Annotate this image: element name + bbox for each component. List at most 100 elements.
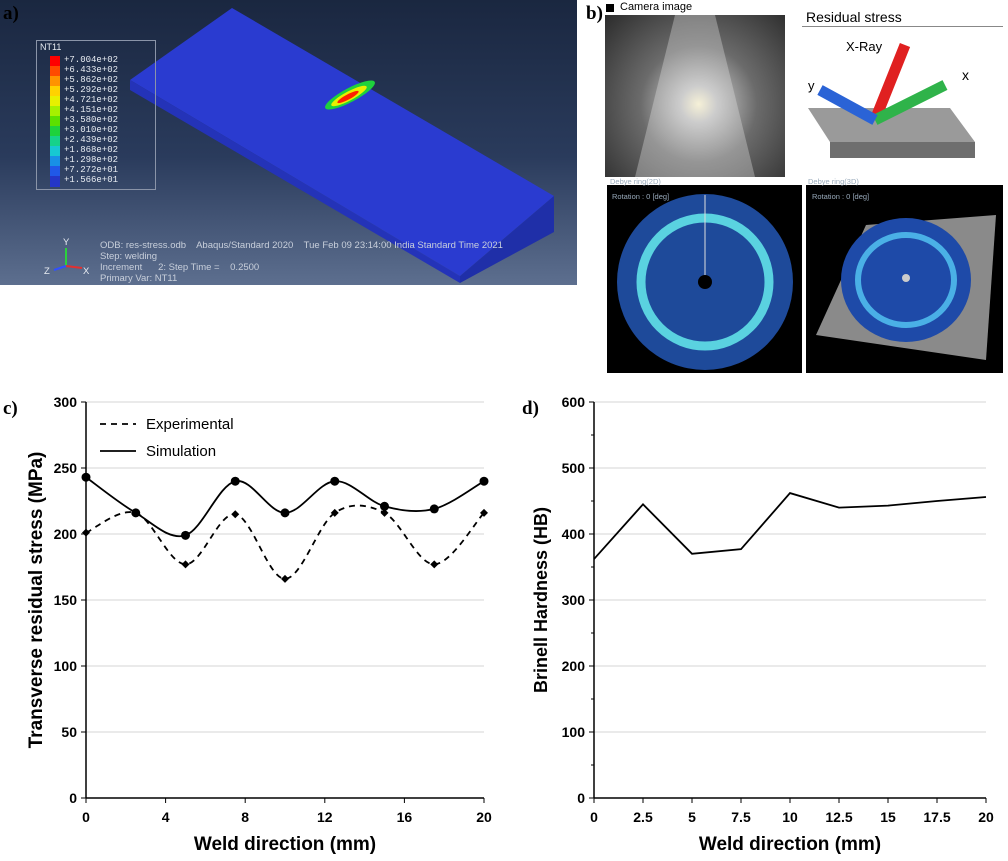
data-point-circle [280,508,290,518]
weld-plate-render [130,8,554,283]
debye-ring-2d [607,185,802,373]
series-line-simulation [85,476,485,538]
y-tick-label: 100 [54,658,78,674]
legend-value: +4.721e+02 [64,95,119,105]
axis-triad-icon [53,248,83,271]
panel-label-b: b) [586,3,603,24]
x-tick-label: 15 [880,809,896,825]
camera-caption-marker [606,4,614,12]
heat-zone-core [337,90,359,104]
x-tick-label: 4 [162,809,170,825]
caption-rule [802,26,1003,27]
series-line-brinell-hardness [593,492,987,560]
x-tick-label: 16 [397,809,413,825]
x-tick-label: 0 [82,809,90,825]
residual-stress-caption: Residual stress [806,9,902,25]
y-tick-label: 150 [54,592,78,608]
x-tick-label: 7.5 [731,809,751,825]
data-point-circle [131,508,141,518]
legend-swatch [50,146,60,157]
data-point-circle [330,476,340,486]
info-line-1: ODB: res-stress.odb Abaqus/Standard 2020… [100,240,503,251]
legend-swatch [50,96,60,107]
legend-swatch [50,176,60,187]
x-tick-label: 20 [978,809,994,825]
legend-label: Experimental [146,416,234,433]
panel-label-d: d) [522,398,539,419]
debye-ring-3d [806,185,1003,373]
fe-simulation-panel: NT11 +7.004e+02 +6.433e+02 +5.862e+02 +5.29… [0,0,577,285]
data-point-circle [429,504,439,514]
legend-title: NT11 [40,42,62,52]
debye-2d-rotation: Rotation : 0 [deg] [612,192,670,201]
data-point-diamond [281,574,289,583]
legend-value: +5.292e+02 [64,85,119,95]
y-tick-label: 0 [69,790,77,806]
legend-entry: +4.721e+02 [50,95,150,107]
legend-value: +6.433e+02 [64,65,119,75]
xray-label: X-Ray [846,39,883,54]
x-axis-title: Weld direction (mm) [194,834,376,855]
camera-caption: Camera image [620,1,693,13]
triad-x-label: X [83,266,90,277]
hardness-chart: 0 100 200 300 400 500 600 0 2.5 5 7.5 10 12.5 15 17.5 2… [531,394,994,855]
legend-swatch [50,86,60,97]
legend-entry: +6.433e+02 [50,65,150,77]
legend-value: +1.566e+01 [64,175,119,185]
x-tick-label: 0 [590,809,598,825]
data-point-diamond [82,528,90,537]
data-point-diamond [181,560,190,569]
x-axis-title: Weld direction (mm) [699,834,881,855]
y-tick-label: 300 [562,592,586,608]
legend-swatch [50,156,60,167]
y-axis-label: y [808,78,815,93]
data-point-circle [81,472,91,482]
legend-entry: +3.580e+02 [50,115,150,127]
y-tick-label: 50 [61,724,77,740]
legend-entry: +1.298e+02 [50,155,150,167]
legend-value: +7.272e+01 [64,165,119,175]
legend-value: +1.298e+02 [64,155,119,165]
x-tick-label: 5 [688,809,696,825]
x-tick-label: 12.5 [825,809,852,825]
legend-entry: +5.862e+02 [50,75,150,87]
data-point-diamond [231,510,240,519]
legend-swatch [50,166,60,177]
legend-entry: +7.004e+02 [50,55,150,67]
data-point-diamond [430,560,439,569]
legend-swatch [50,116,60,127]
data-point-circle [230,476,240,486]
legend-value: +7.004e+02 [64,55,119,65]
info-line-3: Increment 2: Step Time = 0.2500 [100,262,260,273]
info-line-4: Primary Var: NT11 [100,273,178,284]
legend-value: +1.868e+02 [64,145,119,155]
data-point-diamond [330,508,339,517]
camera-image [605,15,785,177]
x-tick-label: 10 [782,809,798,825]
legend-value: +4.151e+02 [64,105,119,115]
info-line-2: Step: welding [100,251,158,262]
y-tick-label: 600 [562,394,586,410]
xray-schematic [808,42,975,158]
data-point-diamond [480,508,488,517]
plate-top-face [130,8,554,276]
data-point-circle [380,501,389,511]
y-tick-label: 300 [54,394,78,410]
legend-entry: +7.272e+01 [50,165,150,177]
legend-value: +2.439e+02 [64,135,119,145]
legend-value: +3.580e+02 [64,115,119,125]
y-tick-label: 200 [562,658,586,674]
triad-z-label: Z [44,266,50,277]
y-tick-label: 250 [54,460,78,476]
legend-swatch [50,126,60,137]
legend-swatch [50,56,60,67]
y-tick-label: 100 [562,724,586,740]
panel-label-c: c) [3,398,18,419]
x-axis-label: x [962,67,969,83]
legend-entry: +3.010e+02 [50,125,150,137]
debye-3d-rotation: Rotation : 0 [deg] [812,192,870,201]
x-tick-label: 17.5 [923,809,950,825]
y-tick-label: 0 [577,790,585,806]
y-tick-label: 500 [562,460,586,476]
legend-entry: +1.566e+01 [50,175,150,187]
